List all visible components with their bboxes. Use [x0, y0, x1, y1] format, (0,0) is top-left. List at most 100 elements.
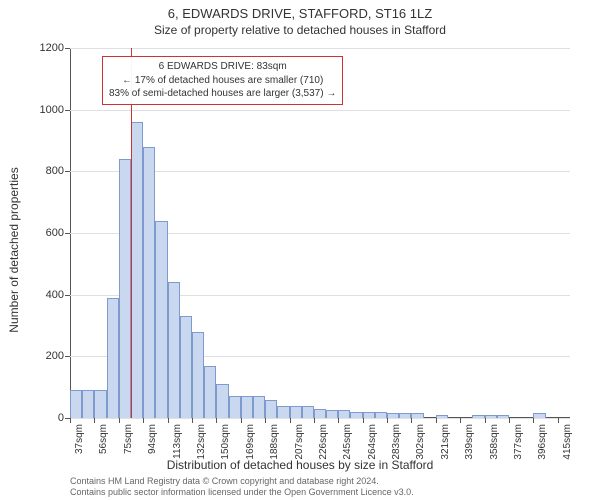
x-tick-mark: [265, 418, 266, 423]
x-tick-mark: [338, 418, 339, 423]
footer-attribution: Contains HM Land Registry data © Crown c…: [70, 476, 590, 498]
histogram-bar: [131, 122, 143, 418]
x-tick-label: 321sqm: [440, 424, 451, 460]
histogram-bar: [472, 415, 484, 418]
footer-line-1: Contains HM Land Registry data © Crown c…: [70, 476, 590, 487]
x-tick-label: 283sqm: [391, 424, 402, 460]
x-tick-mark: [70, 418, 71, 423]
histogram-bar: [350, 412, 362, 418]
histogram-bar: [265, 400, 277, 419]
y-tick-label: 200: [46, 350, 64, 362]
x-tick-label: 302sqm: [415, 424, 426, 460]
x-tick-label: 56sqm: [98, 424, 109, 454]
x-tick-mark: [290, 418, 291, 423]
histogram-bar: [107, 298, 119, 418]
grid-line: [70, 48, 570, 49]
x-tick-mark: [241, 418, 242, 423]
histogram-bar: [94, 390, 106, 418]
y-tick-label: 0: [58, 412, 64, 424]
histogram-bar: [363, 412, 375, 418]
histogram-bar: [387, 413, 399, 418]
x-tick-label: 169sqm: [245, 424, 256, 460]
x-tick-label: 226sqm: [318, 424, 329, 460]
x-tick-label: 132sqm: [196, 424, 207, 460]
grid-line: [70, 418, 570, 419]
x-tick-label: 150sqm: [220, 424, 231, 460]
y-tick-mark: [65, 171, 70, 172]
x-tick-mark: [363, 418, 364, 423]
x-tick-label: 188sqm: [269, 424, 280, 460]
y-tick-label: 800: [46, 165, 64, 177]
x-tick-mark: [143, 418, 144, 423]
y-tick-label: 600: [46, 227, 64, 239]
x-tick-mark: [314, 418, 315, 423]
y-tick-label: 1000: [40, 104, 64, 116]
chart-subtitle: Size of property relative to detached ho…: [0, 21, 600, 37]
x-tick-mark: [485, 418, 486, 423]
histogram-bar: [314, 409, 326, 418]
x-tick-mark: [558, 418, 559, 423]
x-tick-label: 75sqm: [123, 424, 134, 454]
x-tick-label: 207sqm: [294, 424, 305, 460]
y-tick-label: 400: [46, 289, 64, 301]
y-tick-mark: [65, 110, 70, 111]
x-axis-label: Distribution of detached houses by size …: [0, 458, 600, 472]
histogram-bar: [375, 412, 387, 418]
histogram-bar: [229, 396, 241, 418]
y-axis-label: Number of detached properties: [7, 167, 21, 332]
histogram-bar: [277, 406, 289, 418]
histogram-bar: [216, 384, 228, 418]
x-tick-mark: [119, 418, 120, 423]
y-tick-label: 1200: [40, 42, 64, 54]
histogram-bar: [411, 413, 423, 418]
histogram-bar: [241, 396, 253, 418]
y-tick-mark: [65, 233, 70, 234]
chart-title: 6, EDWARDS DRIVE, STAFFORD, ST16 1LZ: [0, 0, 600, 21]
histogram-bar: [168, 282, 180, 418]
x-tick-label: 415sqm: [562, 424, 573, 460]
x-tick-mark: [94, 418, 95, 423]
histogram-bar: [82, 390, 94, 418]
x-tick-label: 37sqm: [74, 424, 85, 454]
histogram-bar: [119, 159, 131, 418]
plot-area: 02004006008001000120037sqm56sqm75sqm94sq…: [70, 48, 570, 418]
y-tick-mark: [65, 48, 70, 49]
histogram-bar: [436, 415, 448, 418]
histogram-bar: [204, 366, 216, 418]
histogram-bar: [399, 413, 411, 418]
info-box-line: 6 EDWARDS DRIVE: 83sqm: [109, 60, 336, 74]
footer-line-2: Contains public sector information licen…: [70, 487, 590, 498]
histogram-bar: [533, 413, 545, 418]
x-tick-label: 245sqm: [342, 424, 353, 460]
info-box-line: 83% of semi-detached houses are larger (…: [109, 87, 336, 101]
histogram-bar: [338, 410, 350, 418]
x-tick-mark: [411, 418, 412, 423]
histogram-bar: [290, 406, 302, 418]
x-tick-mark: [460, 418, 461, 423]
x-tick-mark: [387, 418, 388, 423]
x-tick-mark: [436, 418, 437, 423]
info-box: 6 EDWARDS DRIVE: 83sqm← 17% of detached …: [102, 56, 343, 105]
histogram-bar: [302, 406, 314, 418]
x-tick-label: 113sqm: [172, 424, 183, 459]
info-box-line: ← 17% of detached houses are smaller (71…: [109, 74, 336, 88]
histogram-bar: [155, 221, 167, 418]
histogram-bar: [180, 316, 192, 418]
x-tick-label: 94sqm: [147, 424, 158, 454]
chart-container: 6, EDWARDS DRIVE, STAFFORD, ST16 1LZ Siz…: [0, 0, 600, 500]
grid-line: [70, 110, 570, 111]
x-tick-mark: [509, 418, 510, 423]
x-tick-mark: [192, 418, 193, 423]
histogram-bar: [143, 147, 155, 418]
x-tick-mark: [168, 418, 169, 423]
x-tick-mark: [216, 418, 217, 423]
histogram-bar: [253, 396, 265, 418]
x-tick-label: 339sqm: [464, 424, 475, 460]
histogram-bar: [326, 410, 338, 418]
histogram-bar: [192, 332, 204, 418]
histogram-bar: [497, 415, 509, 418]
x-tick-label: 396sqm: [537, 424, 548, 460]
x-tick-mark: [533, 418, 534, 423]
y-tick-mark: [65, 295, 70, 296]
histogram-bar: [485, 415, 497, 418]
